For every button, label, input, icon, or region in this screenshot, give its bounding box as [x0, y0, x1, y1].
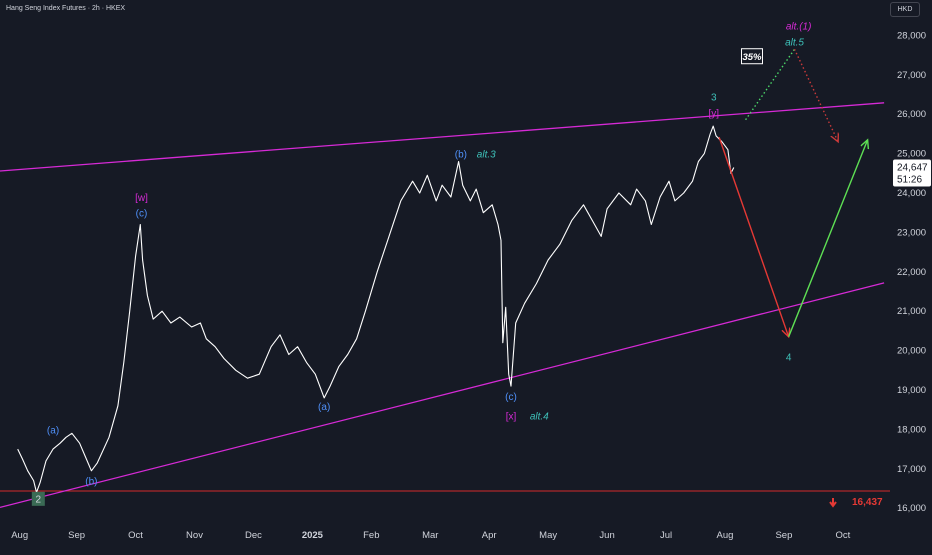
- down-arrow-icon: [829, 497, 837, 508]
- y-tick-label: 23,000: [897, 227, 926, 238]
- x-tick-label: Nov: [186, 530, 203, 541]
- y-tick-label: 18,000: [897, 424, 926, 435]
- wave-label: alt.(1): [786, 22, 812, 33]
- wave-label: alt.3: [477, 150, 496, 161]
- wave-label: 2: [36, 494, 42, 505]
- y-tick-label: 21,000: [897, 306, 926, 317]
- probability-badge-box: [740, 48, 763, 65]
- y-tick-label: 16,000: [897, 503, 926, 514]
- green-up-projection: [787, 140, 868, 338]
- y-tick-label: 22,000: [897, 267, 926, 278]
- y-tick-label: 19,000: [897, 385, 926, 396]
- wave-label: (a): [47, 425, 59, 436]
- y-tick-label: 25,000: [897, 149, 926, 160]
- x-tick-label: Apr: [482, 530, 497, 541]
- x-tick-label: Sep: [775, 530, 792, 541]
- chart-title: Hang Seng Index Futures · 2h · HKEX: [6, 5, 126, 12]
- wave-label: (b): [455, 150, 467, 161]
- last-price-tag: [893, 159, 931, 187]
- y-tick-label: 20,000: [897, 346, 926, 357]
- y-tick-label: 24,000: [897, 188, 926, 199]
- y-tick-label: 26,000: [897, 109, 926, 120]
- x-tick-label: Sep: [68, 530, 85, 541]
- last-price-countdown: 51:26: [897, 175, 922, 186]
- wave-label: 3: [711, 93, 717, 104]
- x-tick-label: Mar: [422, 530, 438, 541]
- x-tick-label: Jun: [599, 530, 614, 541]
- price-line: [17, 125, 735, 493]
- x-tick-label: 2025: [302, 530, 324, 541]
- wave-label: (a): [318, 402, 330, 413]
- red-down-projection: [718, 136, 789, 337]
- x-tick-label: Dec: [245, 530, 262, 541]
- wave-label: [y]: [708, 108, 719, 119]
- x-tick-label: Aug: [717, 530, 734, 541]
- y-tick-label: 28,000: [897, 30, 926, 41]
- y-tick-label: 17,000: [897, 464, 926, 475]
- y-tick-label: 27,000: [897, 70, 926, 81]
- x-tick-label: May: [539, 530, 557, 541]
- last-price-value: 24,647: [897, 163, 928, 174]
- x-tick-label: Oct: [128, 530, 143, 541]
- currency-button[interactable]: HKD: [890, 2, 920, 17]
- probability-badge: 35%: [742, 52, 762, 63]
- wave-label: (c): [505, 392, 517, 403]
- red-dotted-alt: [793, 48, 839, 142]
- wave-label-box: [31, 491, 45, 506]
- x-tick-label: Oct: [835, 530, 850, 541]
- wave-label: alt.5: [785, 37, 804, 48]
- support-level-label: 16,437: [852, 497, 883, 508]
- wave-label: (b): [85, 477, 97, 488]
- x-tick-label: Feb: [363, 530, 379, 541]
- wave-label: [w]: [135, 193, 148, 204]
- x-tick-label: Jul: [660, 530, 672, 541]
- x-tick-label: Aug: [11, 530, 28, 541]
- lower-trendline: [0, 282, 885, 509]
- wave-label: alt.4: [530, 412, 549, 423]
- wave-label: (c): [136, 209, 148, 220]
- upper-trendline: [0, 102, 885, 172]
- wave-label: 4: [786, 353, 792, 364]
- wave-label: [x]: [506, 412, 517, 423]
